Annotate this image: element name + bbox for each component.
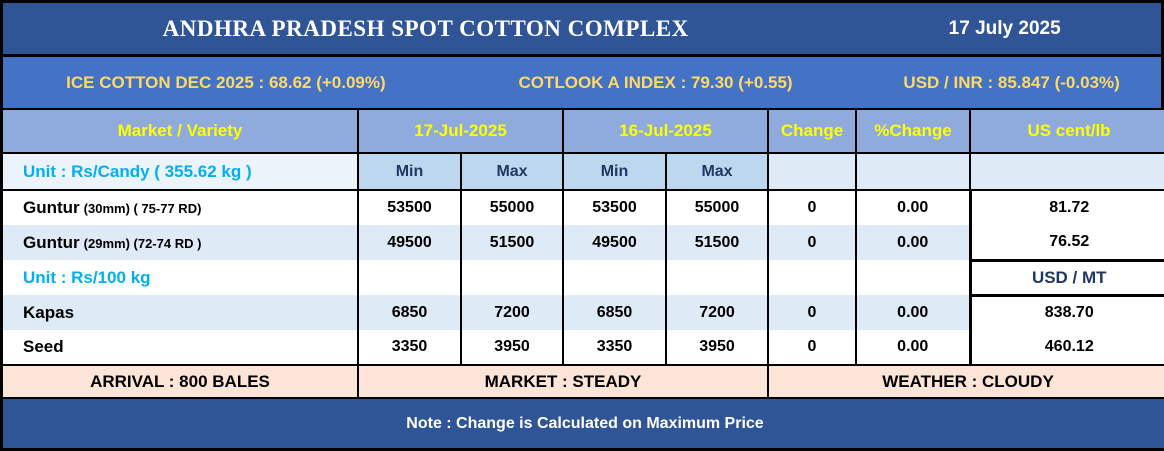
empty-cell [855, 260, 970, 295]
empty-cell [767, 260, 856, 295]
cell-us-cent: 81.72 [968, 190, 1164, 225]
price-table: Market / Variety 17-Jul-2025 16-Jul-2025… [3, 110, 1164, 448]
title-bar: ANDHRA PRADESH SPOT COTTON COMPLEX 17 Ju… [3, 3, 1161, 57]
cotlook-index-quote: COTLOOK A INDEX : 79.30 (+0.55) [518, 72, 793, 92]
cell-d1-min: 49500 [357, 225, 461, 260]
table-row-kapas: Kapas 6850 7200 6850 7200 0 0.00 838.70 [3, 295, 1164, 330]
market-ticker-bar: ICE COTTON DEC 2025 : 68.62 (+0.09%) COT… [3, 57, 1161, 110]
col-header-pct-change: %Change [855, 110, 970, 154]
table-row-guntur-30mm: Guntur (30mm) ( 75-77 RD) 53500 55000 535… [3, 190, 1164, 225]
cell-us-cent: 838.70 [968, 295, 1164, 330]
row-label: Guntur (29mm) (72-74 RD ) [3, 225, 358, 260]
empty-cell [665, 260, 768, 295]
cell-change: 0 [767, 295, 856, 330]
cell-change: 0 [767, 190, 856, 225]
variety-name: Guntur [23, 198, 80, 217]
cell-pct-change: 0.00 [855, 190, 970, 225]
col-header-date-17jul: 17-Jul-2025 [357, 110, 563, 154]
cell-d1-min: 6850 [357, 295, 461, 330]
unit-100kg-row: Unit : Rs/100 kg USD / MT [3, 258, 1164, 297]
col-header-us-cent-lb: US cent/lb [969, 110, 1164, 154]
variety-name: Seed [23, 337, 64, 356]
table-header-row: Market / Variety 17-Jul-2025 16-Jul-2025… [3, 110, 1164, 154]
cell-d2-min: 53500 [562, 190, 666, 225]
row-label: Kapas [3, 295, 358, 330]
cell-pct-change: 0.00 [855, 225, 970, 260]
cell-d2-min: 6850 [562, 295, 666, 330]
cell-change: 0 [767, 225, 856, 260]
note-text: Note : Change is Calculated on Maximum P… [3, 398, 1164, 448]
variety-spec: (29mm) (72-74 RD ) [83, 235, 202, 251]
cell-d1-max: 55000 [460, 190, 563, 225]
cell-us-cent: 76.52 [968, 225, 1164, 260]
cell-d2-max: 3950 [665, 330, 768, 366]
subheader-min-17jul: Min [357, 153, 461, 191]
status-strip: ARRIVAL : 800 BALES MARKET : STEADY WEAT… [3, 365, 1164, 399]
cell-d2-max: 55000 [665, 190, 768, 225]
cell-d2-min: 49500 [562, 225, 666, 260]
report-title: ANDHRA PRADESH SPOT COTTON COMPLEX [162, 15, 689, 41]
empty-cell [855, 153, 970, 191]
cell-d1-min: 3350 [357, 330, 461, 366]
empty-cell [460, 260, 563, 295]
cell-pct-change: 0.00 [855, 295, 970, 330]
cell-d2-max: 7200 [665, 295, 768, 330]
cell-change: 0 [767, 330, 856, 366]
table-row-seed: Seed 3350 3950 3350 3950 0 0.00 460.12 [3, 330, 1164, 366]
table-row-guntur-29mm: Guntur (29mm) (72-74 RD ) 49500 51500 495… [3, 225, 1164, 260]
cell-pct-change: 0.00 [855, 330, 970, 366]
col-header-market-variety: Market / Variety [3, 110, 358, 154]
row-label: Guntur (30mm) ( 75-77 RD) [3, 190, 358, 225]
variety-name: Kapas [23, 302, 75, 322]
arrival-status: ARRIVAL : 800 BALES [3, 365, 358, 399]
col-header-date-16jul: 16-Jul-2025 [562, 110, 768, 154]
usd-inr-quote: USD / INR : 85.847 (-0.03%) [903, 72, 1120, 92]
row-label: Seed [3, 330, 358, 366]
cell-d1-max: 3950 [460, 330, 563, 366]
subheader-max-17jul: Max [460, 153, 563, 191]
cell-d2-min: 3350 [562, 330, 666, 366]
unit-candy-row: Unit : Rs/Candy ( 355.62 kg ) Min Max Mi… [3, 153, 1164, 191]
variety-spec: (30mm) ( 75-77 RD) [83, 201, 202, 216]
empty-cell [767, 153, 856, 191]
usd-mt-header: USD / MT [968, 258, 1164, 297]
cell-d1-min: 53500 [357, 190, 461, 225]
note-bar: Note : Change is Calculated on Maximum P… [3, 398, 1164, 448]
ice-cotton-quote: ICE COTTON DEC 2025 : 68.62 (+0.09%) [66, 72, 386, 92]
subheader-min-16jul: Min [562, 153, 666, 191]
empty-cell [562, 260, 666, 295]
empty-cell [969, 153, 1164, 191]
variety-name: Guntur [23, 232, 80, 252]
report-date: 17 July 2025 [948, 17, 1061, 39]
weather-status: WEATHER : CLOUDY [767, 365, 1164, 399]
unit-100kg-label: Unit : Rs/100 kg [3, 260, 358, 295]
unit-candy-label: Unit : Rs/Candy ( 355.62 kg ) [3, 153, 358, 191]
col-header-change: Change [767, 110, 856, 154]
cell-us-cent: 460.12 [968, 330, 1164, 366]
cell-d1-max: 51500 [460, 225, 563, 260]
cell-d1-max: 7200 [460, 295, 563, 330]
cell-d2-max: 51500 [665, 225, 768, 260]
market-status: MARKET : STEADY [357, 365, 768, 399]
subheader-max-16jul: Max [665, 153, 768, 191]
empty-cell [357, 260, 461, 295]
